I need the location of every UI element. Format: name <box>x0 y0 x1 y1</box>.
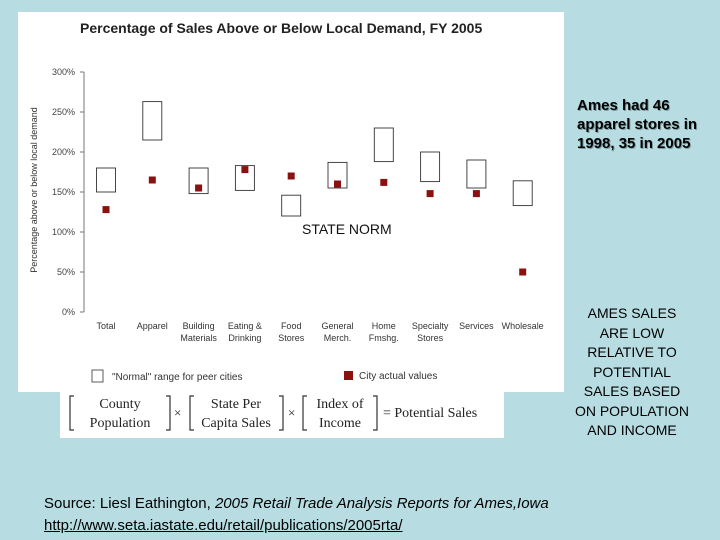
x-category-label: Specialty <box>412 321 449 331</box>
x-category-label: Apparel <box>137 321 168 331</box>
formula-result: = Potential Sales <box>383 406 477 421</box>
x-category-label: Eating & <box>228 321 262 331</box>
city-value-marker <box>195 184 203 192</box>
chart-legend: "Normal" range for peer cities City actu… <box>91 369 437 383</box>
x-category-label: Stores <box>278 333 305 343</box>
source-url-link[interactable]: http://www.seta.iastate.edu/retail/publi… <box>44 517 403 534</box>
y-tick-label: 200% <box>52 147 75 157</box>
normal-range-box <box>96 167 116 193</box>
normal-range-box <box>327 161 348 189</box>
y-axis-ticks: 0% 50% 100% 150% 200% 250% 300% <box>52 67 84 317</box>
y-tick-label: 100% <box>52 227 75 237</box>
city-value-marker <box>334 180 341 188</box>
x-category-label: Home <box>372 321 396 331</box>
city-value-marker <box>102 206 110 214</box>
x-category-label: Fmshg. <box>369 333 399 343</box>
sales-range-chart: Percentage of Sales Above or Below Local… <box>29 20 544 383</box>
state-norm-annotation: STATE NORM <box>302 221 392 237</box>
note-ames-sales-low: AMES SALES ARE LOW RELATIVE TO POTENTIAL… <box>574 305 690 438</box>
formula-term1-line1: County <box>99 397 140 412</box>
normal-range-box <box>188 167 209 195</box>
city-value-marker <box>287 172 295 180</box>
x-category-label: Drinking <box>228 333 261 343</box>
city-value-markers <box>102 166 527 276</box>
x-category-label: Stores <box>417 333 444 343</box>
normal-range-box <box>512 180 533 207</box>
normal-range-box <box>142 101 163 141</box>
city-value-marker <box>380 178 388 186</box>
formula-term3-line1: Index of <box>316 397 363 412</box>
legend-range-label: "Normal" range for peer cities <box>112 372 242 383</box>
normal-range-box <box>234 165 255 191</box>
formula-times-1: × <box>174 405 181 420</box>
normal-range-box <box>420 151 441 183</box>
x-category-label: Building <box>183 321 215 331</box>
formula-term2-line1: State Per <box>211 397 261 412</box>
formula-term3-line2: Income <box>319 416 361 431</box>
x-category-label: Wholesale <box>502 321 544 331</box>
normal-range-box <box>466 159 487 189</box>
source-title: 2005 Retail Trade Analysis Reports for A… <box>214 495 549 512</box>
chart-title: Percentage of Sales Above or Below Local… <box>80 20 482 36</box>
y-tick-label: 50% <box>57 267 75 277</box>
x-category-label: Food <box>281 321 302 331</box>
y-tick-label: 300% <box>52 67 75 77</box>
city-value-marker <box>519 268 527 276</box>
city-value-marker <box>472 190 480 198</box>
formula-panel: County Population × State Per Capita Sal… <box>60 384 504 438</box>
legend-value-swatch <box>344 371 353 380</box>
normal-range-boxes <box>96 101 533 217</box>
legend-range-swatch <box>91 369 104 383</box>
formula-term-county-population: County Population <box>69 395 171 431</box>
formula-term1-line2: Population <box>90 416 151 431</box>
x-category-label: Services <box>459 321 494 331</box>
chart-panel: Percentage of Sales Above or Below Local… <box>18 12 564 392</box>
formula-term-index-of-income: Index of Income <box>302 395 378 431</box>
note-ames-apparel-stores: Ames had 46 apparel stores in 1998, 35 i… <box>577 97 698 152</box>
x-category-label: General <box>321 321 353 331</box>
legend-value-label: City actual values <box>359 371 437 382</box>
normal-range-box <box>281 194 302 217</box>
y-tick-label: 250% <box>52 107 75 117</box>
x-axis-labels: Total Apparel Building Materials Eating & Dri… <box>96 321 543 343</box>
x-category-label: Total <box>96 321 115 331</box>
city-value-marker <box>148 176 156 184</box>
formula-term2-line2: Capita Sales <box>201 416 271 431</box>
x-category-label: Merch. <box>324 333 352 343</box>
formula-times-2: × <box>288 405 295 420</box>
source-prefix: Source: Liesl Eathington, <box>44 495 215 512</box>
y-tick-label: 150% <box>52 187 75 197</box>
normal-range-box <box>373 127 394 163</box>
y-axis-label: Percentage above or below local demand <box>29 107 39 273</box>
city-value-marker <box>241 166 249 174</box>
y-tick-label: 0% <box>62 307 75 317</box>
potential-sales-formula: County Population × State Per Capita Sal… <box>69 395 477 431</box>
city-value-marker <box>426 190 434 198</box>
formula-term-state-per-capita-sales: State Per Capita Sales <box>189 395 284 431</box>
x-category-label: Materials <box>180 333 217 343</box>
source-citation: Source: Liesl Eathington, 2005 Retail Tr… <box>44 495 549 512</box>
